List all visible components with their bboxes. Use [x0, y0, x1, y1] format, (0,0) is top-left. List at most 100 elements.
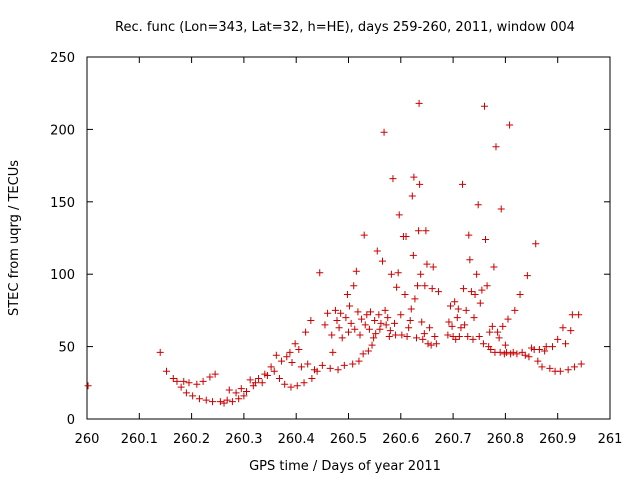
- data-point: [377, 319, 385, 327]
- data-point: [554, 335, 562, 343]
- data-point: [453, 314, 461, 322]
- data-point: [304, 360, 312, 368]
- data-point: [376, 325, 384, 333]
- data-point: [394, 269, 402, 277]
- data-point: [411, 295, 419, 303]
- x-tick-label: 260.4: [278, 432, 315, 447]
- y-tick-label: 150: [50, 196, 75, 211]
- data-point: [415, 99, 423, 107]
- data-point: [382, 321, 390, 329]
- data-point: [326, 364, 334, 372]
- data-point: [177, 383, 185, 391]
- data-point: [338, 334, 346, 342]
- y-axis-label: STEC from uqrg / TECUs: [7, 160, 22, 316]
- data-point: [295, 345, 303, 353]
- x-axis: 260 260.1 260.2 260.3 260.4 260.5 260.6 260.7 26…: [75, 57, 622, 447]
- data-point: [359, 350, 367, 358]
- data-point: [568, 311, 576, 319]
- data-point: [237, 385, 245, 393]
- data-point: [431, 332, 439, 340]
- data-point: [223, 396, 231, 404]
- data-point: [392, 331, 400, 339]
- data-point: [460, 285, 468, 293]
- data-point: [385, 332, 393, 340]
- x-tick-label: 260.5: [330, 432, 367, 447]
- data-point: [211, 370, 219, 378]
- data-point: [216, 398, 224, 406]
- data-point: [420, 330, 428, 338]
- data-point: [361, 321, 369, 329]
- data-point: [375, 311, 383, 319]
- data-point: [570, 363, 578, 371]
- data-point: [373, 247, 381, 255]
- data-point: [225, 386, 233, 394]
- data-point: [451, 298, 459, 306]
- data-point: [275, 374, 283, 382]
- data-point: [389, 175, 397, 183]
- data-point: [496, 348, 504, 356]
- x-tick-label: 260.3: [225, 432, 262, 447]
- data-point: [575, 311, 583, 319]
- data-point: [393, 283, 401, 291]
- data-point: [263, 372, 271, 380]
- data-point: [340, 361, 348, 369]
- data-point: [291, 340, 299, 348]
- data-point: [548, 343, 556, 351]
- data-point: [577, 360, 585, 368]
- data-point: [454, 305, 462, 313]
- data-point: [258, 379, 266, 387]
- data-point: [564, 366, 572, 374]
- data-point: [371, 317, 379, 325]
- data-point: [466, 256, 474, 264]
- data-point: [395, 211, 403, 219]
- data-point: [506, 121, 514, 129]
- data-point: [240, 392, 248, 400]
- data-point: [185, 379, 193, 387]
- data-point: [397, 311, 405, 319]
- data-point: [246, 376, 254, 384]
- data-point: [535, 345, 543, 353]
- data-point: [302, 328, 310, 336]
- data-point: [511, 306, 519, 314]
- data-point: [173, 377, 181, 385]
- data-point: [562, 340, 570, 348]
- data-point: [235, 395, 243, 403]
- data-point: [428, 285, 436, 293]
- data-point: [255, 374, 263, 382]
- data-point: [169, 374, 177, 382]
- data-point: [465, 231, 473, 239]
- data-point: [356, 331, 364, 339]
- data-point: [403, 332, 411, 340]
- data-point: [307, 317, 315, 325]
- data-point: [470, 314, 478, 322]
- data-point: [523, 272, 531, 280]
- data-point: [380, 128, 388, 136]
- data-point: [318, 361, 326, 369]
- data-point: [84, 382, 92, 390]
- x-tick-label: 260.1: [121, 432, 158, 447]
- data-point: [494, 328, 502, 336]
- data-point: [513, 350, 521, 358]
- data-point: [363, 311, 371, 319]
- data-point: [272, 351, 280, 359]
- data-point: [461, 321, 469, 329]
- data-point: [345, 328, 352, 336]
- data-point: [366, 308, 374, 316]
- data-point: [419, 335, 427, 343]
- data-point: [421, 282, 429, 290]
- data-point: [483, 282, 491, 290]
- data-point: [347, 319, 355, 327]
- data-point: [538, 363, 546, 371]
- data-point: [391, 319, 399, 327]
- data-point: [300, 379, 308, 387]
- data-point: [534, 357, 542, 365]
- data-point: [333, 317, 341, 325]
- data-point: [329, 348, 337, 356]
- data-point: [358, 315, 366, 323]
- data-point: [462, 306, 470, 314]
- data-point: [287, 383, 295, 391]
- data-point: [352, 267, 360, 275]
- data-point: [297, 363, 305, 371]
- data-point: [386, 327, 394, 335]
